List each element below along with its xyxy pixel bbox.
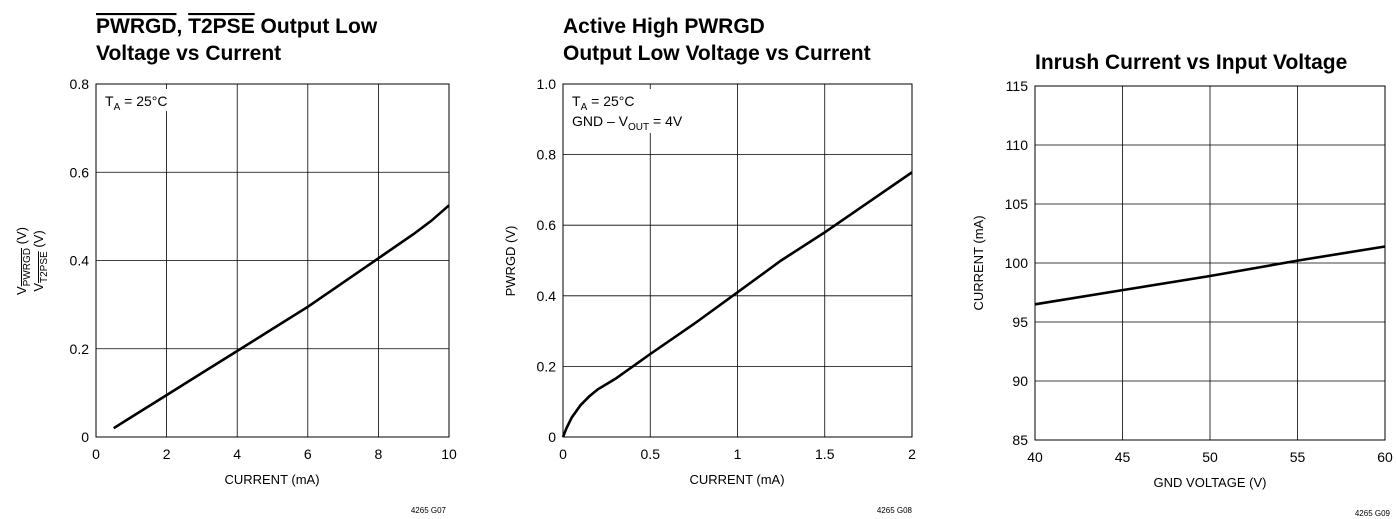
chart-1-annotation-bg (100, 89, 182, 111)
chart-1-x-axis-label: CURRENT (mA) (224, 472, 319, 487)
chart-2-y-tick-label: 0.2 (537, 358, 557, 374)
chart-2-annotation-bg (567, 89, 687, 133)
chart-2-annotation-line-1: TA = 25°C (572, 93, 634, 113)
chart-3: Inrush Current vs Input Voltage 40 45 50 55… (971, 51, 1393, 518)
chart-1: PWRGD, T2PSE Output Low Voltage vs Curre… (14, 15, 457, 515)
chart-2-figure-code: 4265 G08 (877, 506, 913, 515)
chart-2-x-tick-labels: 0 0.5 1 1.5 2 (559, 446, 916, 462)
chart-3-x-tick-label: 40 (1027, 449, 1043, 465)
chart-3-title: Inrush Current vs Input Voltage (1035, 51, 1347, 74)
chart-1-y-tick-label: 0.2 (70, 341, 90, 357)
chart-1-y-axis-label-line-1: VPWRGD (V) (14, 227, 33, 295)
chart-3-y-tick-label: 85 (1012, 432, 1028, 448)
chart-3-x-tick-label: 45 (1115, 449, 1131, 465)
chart-1-figure-code: 4265 G07 (411, 506, 447, 515)
chart-2-y-axis-label: PWRGD (V) (503, 226, 518, 297)
chart-3-y-tick-label: 90 (1012, 373, 1028, 389)
chart-3-figure-code: 4265 G09 (1355, 509, 1391, 518)
chart-2-y-tick-labels: 0 0.2 0.4 0.6 0.8 1.0 (537, 76, 557, 445)
chart-1-title-line-2: Voltage vs Current (96, 42, 281, 65)
chart-1-y-tick-label: 0.4 (70, 253, 90, 269)
chart-3-y-tick-label: 110 (1006, 137, 1029, 153)
chart-2-series-line (561, 171, 913, 438)
chart-3-gridlines (1035, 86, 1385, 440)
chart-1-y-tick-labels: 0 0.2 0.4 0.6 0.8 (70, 76, 90, 445)
chart-3-series-line (1034, 245, 1386, 306)
chart-2-y-tick-label: 1.0 (537, 76, 557, 92)
chart-3-y-tick-label: 115 (1006, 78, 1029, 94)
chart-3-x-axis-label: GND VOLTAGE (V) (1154, 475, 1267, 490)
chart-1-x-tick-label: 6 (304, 446, 312, 462)
chart-2-annotation-line-2: GND – VOUT = 4V (572, 113, 683, 133)
chart-2-x-tick-label: 0.5 (641, 446, 661, 462)
chart-3-x-tick-label: 50 (1202, 449, 1218, 465)
chart-2-y-tick-label: 0 (548, 429, 556, 445)
chart-1-y-tick-label: 0 (81, 429, 89, 445)
chart-3-y-tick-label: 100 (1005, 255, 1029, 271)
chart-1-gridlines (96, 84, 449, 437)
chart-2-x-tick-label: 2 (908, 446, 916, 462)
chart-3-x-tick-labels: 40 45 50 55 60 (1027, 449, 1393, 465)
chart-1-y-axis-label-line-2: VT2PSE (V) (31, 230, 50, 291)
chart-2-title-line-1: Active High PWRGD (563, 15, 765, 38)
chart-2-x-tick-label: 1.5 (815, 446, 835, 462)
chart-1-x-tick-labels: 0 2 4 6 8 10 (92, 446, 457, 462)
chart-2-x-tick-label: 1 (734, 446, 742, 462)
chart-3-y-axis-label: CURRENT (mA) (971, 215, 986, 310)
chart-1-y-tick-label: 0.8 (70, 76, 90, 92)
chart-1-x-tick-label: 10 (441, 446, 457, 462)
chart-2-title-line-2: Output Low Voltage vs Current (563, 42, 871, 65)
chart-1-series-line (113, 204, 450, 430)
chart-1-title-overline-2: T2PSE (188, 15, 255, 38)
chart-1-x-tick-label: 2 (163, 446, 171, 462)
chart-2-y-tick-label: 0.6 (537, 217, 557, 233)
chart-1-x-tick-label: 0 (92, 446, 100, 462)
chart-1-y-tick-label: 0.6 (70, 164, 90, 180)
chart-3-y-tick-label: 95 (1012, 314, 1028, 330)
chart-2-x-tick-label: 0 (559, 446, 567, 462)
chart-2-y-tick-label: 0.8 (537, 147, 557, 163)
chart-1-x-tick-label: 8 (375, 446, 383, 462)
chart-2: Active High PWRGD Output Low Voltage vs … (503, 15, 916, 515)
chart-2-gridlines (563, 84, 912, 437)
chart-2-y-tick-label: 0.4 (537, 288, 557, 304)
chart-3-x-tick-label: 55 (1290, 449, 1306, 465)
chart-1-annotation: TA = 25°C (105, 93, 167, 113)
chart-3-x-tick-label: 60 (1377, 449, 1393, 465)
chart-3-y-tick-labels: 85 90 95 100 105 110 115 (1005, 78, 1029, 448)
chart-1-x-tick-label: 4 (233, 446, 241, 462)
chart-3-y-tick-label: 105 (1005, 196, 1029, 212)
chart-2-x-axis-label: CURRENT (mA) (689, 472, 784, 487)
chart-1-title-line-1: PWRGD, T2PSE Output Low (96, 15, 378, 38)
chart-1-title-overline-1: PWRGD (96, 15, 177, 38)
